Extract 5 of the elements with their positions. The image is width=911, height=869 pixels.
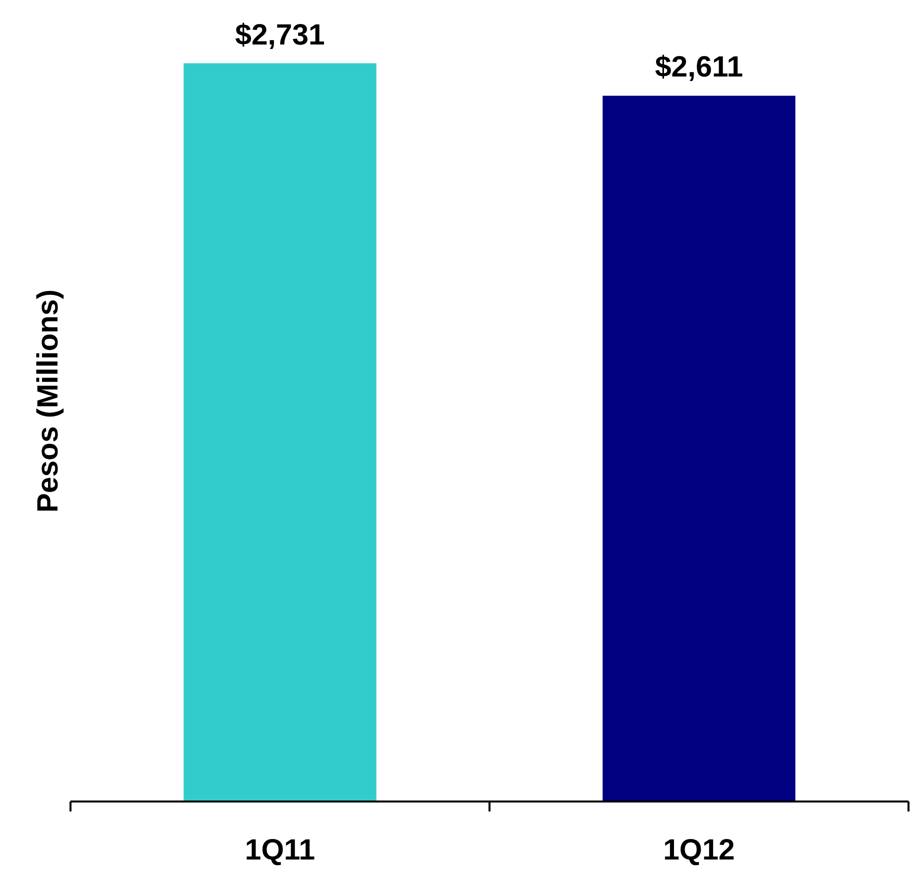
x-tick-label: 1Q12 bbox=[663, 834, 735, 866]
y-axis-title: Pesos (Millions) bbox=[32, 289, 64, 513]
data-label: $2,731 bbox=[235, 18, 325, 52]
data-label: $2,611 bbox=[654, 50, 744, 84]
x-tick-label: 1Q11 bbox=[244, 834, 316, 866]
